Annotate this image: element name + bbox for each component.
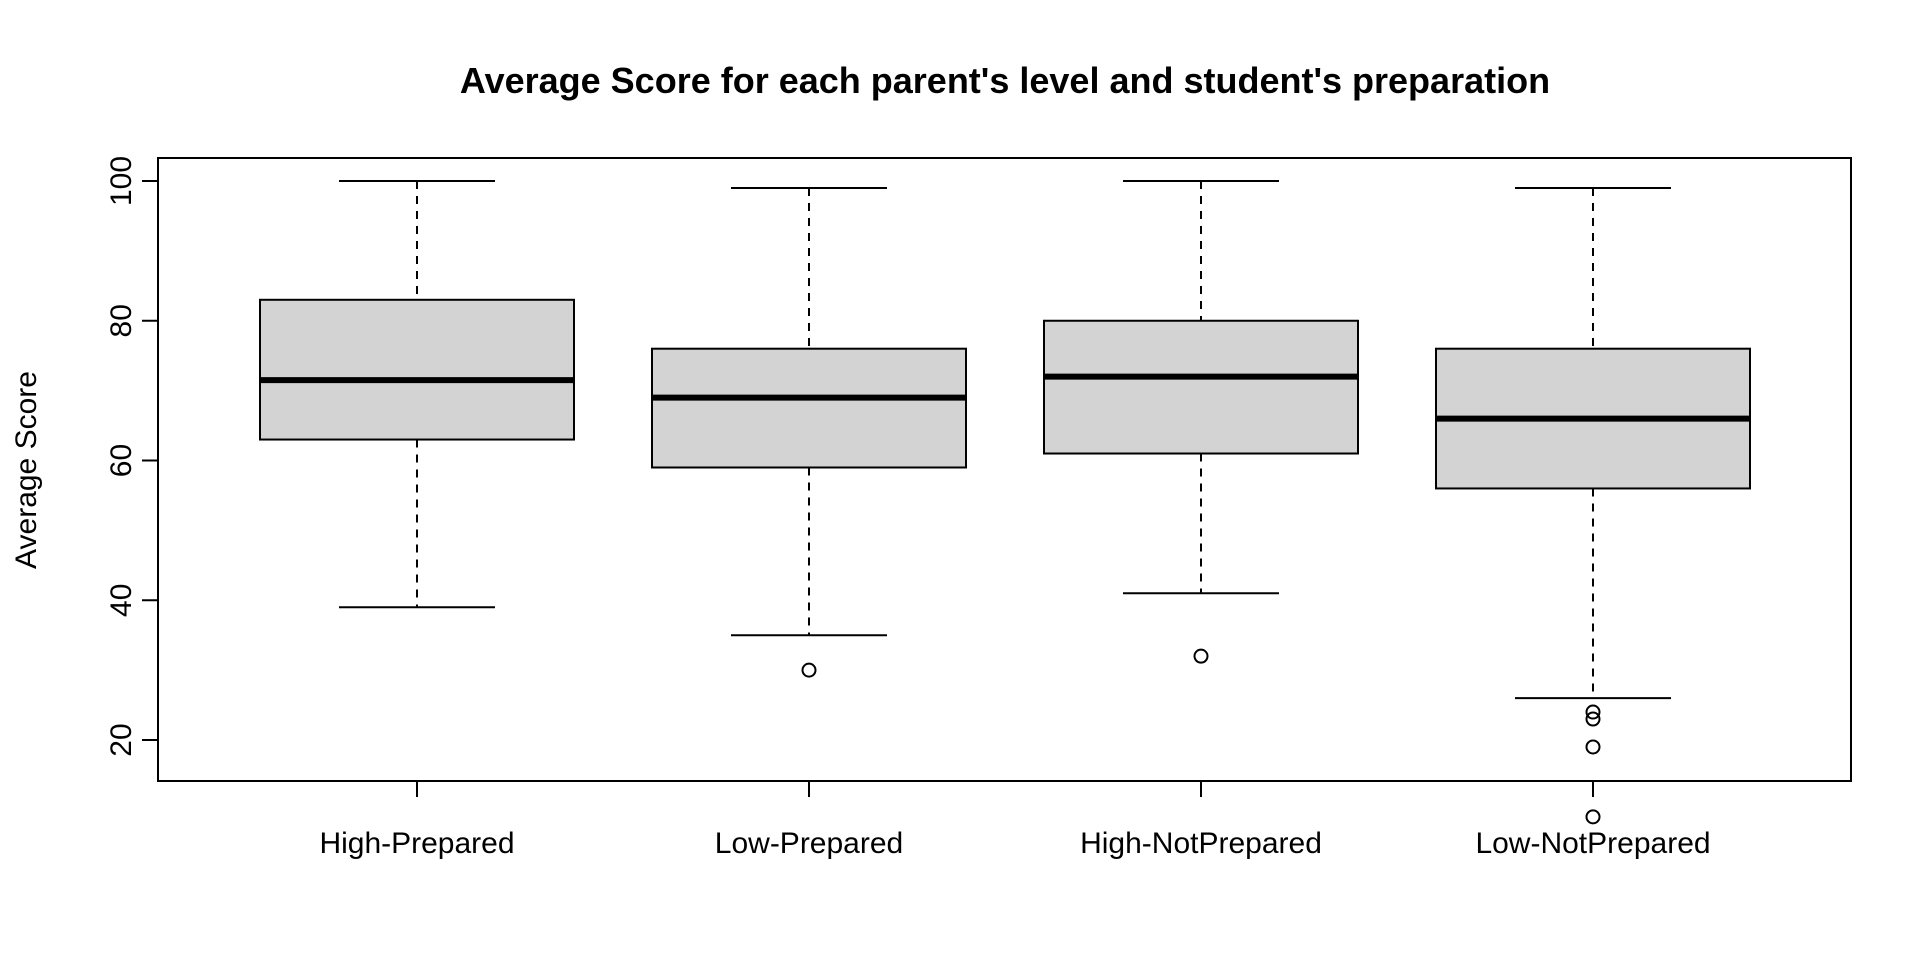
y-axis-label: Average Score [10, 371, 43, 569]
box-series [259, 180, 1751, 825]
box-high-notprepared [1043, 180, 1359, 664]
y-tick-label: 40 [105, 584, 138, 617]
box-low-notprepared [1435, 186, 1751, 825]
y-tick-label: 80 [105, 304, 138, 337]
chart-title: Average Score for each parent's level an… [460, 60, 1550, 101]
outlier-point [1585, 739, 1601, 755]
box-low-prepared [651, 186, 967, 678]
x-axis: High-Prepared Low-Prepared High-NotPrepare… [319, 781, 1711, 860]
y-tick-label: 20 [105, 723, 138, 756]
iqr-box [259, 298, 575, 441]
y-tick-label: 100 [105, 156, 138, 206]
x-tick-label: High-NotPrepared [1080, 827, 1322, 860]
iqr-box [651, 347, 967, 469]
x-tick-label: High-Prepared [319, 827, 514, 860]
plot-frame [157, 157, 1852, 782]
outlier-point [1585, 704, 1601, 720]
outlier-point [1585, 711, 1601, 727]
y-tick-label: 60 [105, 444, 138, 477]
x-tick-label: Low-NotPrepared [1475, 827, 1710, 860]
outlier-point [1585, 809, 1601, 825]
iqr-box [1043, 319, 1359, 455]
outlier-point [801, 662, 817, 678]
box-high-prepared [259, 180, 575, 609]
outlier-point [1193, 648, 1209, 664]
y-axis: 20 40 60 80 100 [105, 156, 158, 757]
x-tick-label: Low-Prepared [715, 827, 903, 860]
